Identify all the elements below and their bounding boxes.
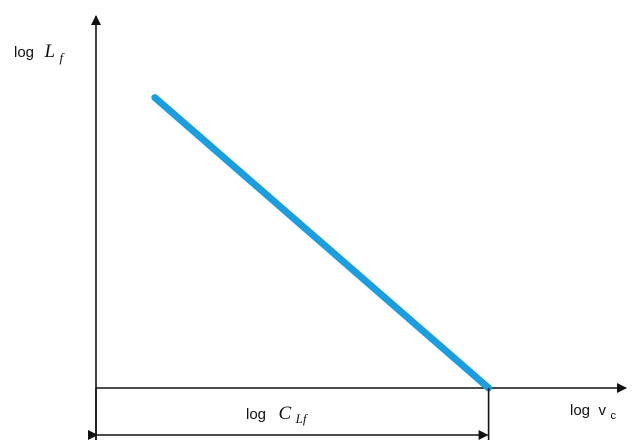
x-axis-label: log v c xyxy=(570,402,616,422)
axes xyxy=(91,15,627,440)
series-line-1 xyxy=(151,94,493,392)
dimension-label: log C Lf xyxy=(246,403,309,426)
series-layer xyxy=(151,94,493,392)
y-axis-label: log L f xyxy=(14,41,66,65)
dimension-annotation xyxy=(88,388,490,440)
